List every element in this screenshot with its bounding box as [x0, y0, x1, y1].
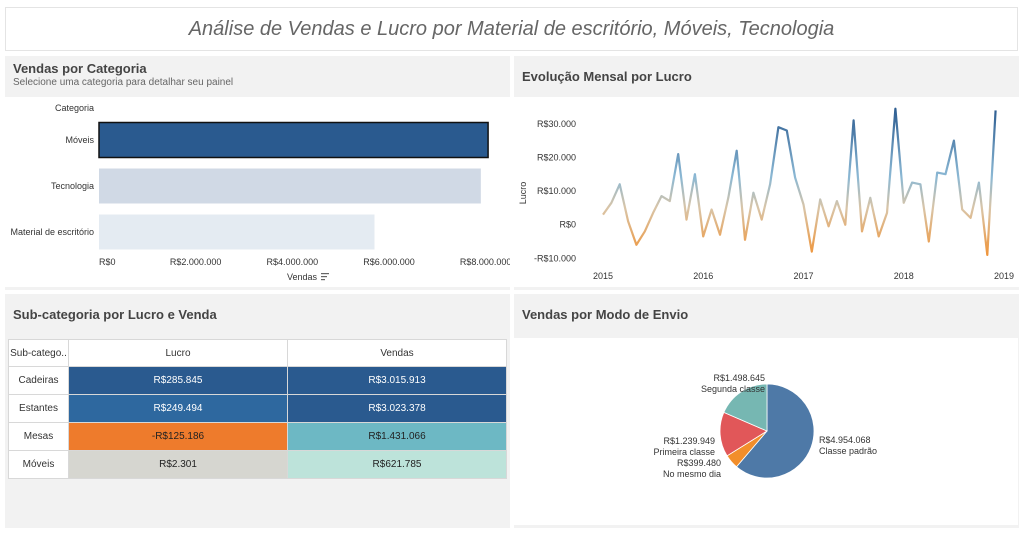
table-row[interactable]: Mesas -R$125.186 R$1.431.066	[8, 422, 507, 451]
y-tick-label: R$30.000	[537, 119, 576, 129]
category-panel-subtitle: Selecione uma categoria para detalhar se…	[13, 77, 234, 88]
dashboard-header: Análise de Vendas e Lucro por Material d…	[5, 7, 1018, 51]
table-row[interactable]: Cadeiras R$285.845 R$3.015.913	[8, 366, 507, 395]
vendas-cell[interactable]: R$3.015.913	[287, 366, 507, 395]
vendas-cell[interactable]: R$621.785	[287, 450, 507, 479]
x-tick-label: 2019	[994, 271, 1014, 281]
y-tick-label: -R$10.000	[534, 253, 576, 263]
category-bar-chart[interactable]: Categoria Móveis Tecnologia Material de es…	[5, 97, 510, 287]
pie-category-label: Classe padrão	[819, 446, 877, 456]
subcategory-name-cell[interactable]: Mesas	[8, 422, 69, 451]
x-tick-label: 2016	[693, 271, 713, 281]
category-column-header: Categoria	[55, 103, 94, 113]
header-vendas[interactable]: Vendas	[287, 339, 507, 367]
table-row[interactable]: Estantes R$249.494 R$3.023.378	[8, 394, 507, 423]
sort-descending-icon[interactable]	[321, 273, 329, 281]
profit-series-line[interactable]	[602, 107, 997, 256]
pie-value-label: R$4.954.068	[819, 435, 871, 445]
pie-category-label: Primeira classe	[653, 447, 715, 457]
subcategory-highlight-table: Sub-catego.. Lucro Vendas Cadeiras R$285.…	[8, 339, 507, 479]
y-tick-label: R$10.000	[537, 186, 576, 196]
header-subcategory[interactable]: Sub-catego..	[8, 339, 69, 367]
subcategory-name-cell[interactable]: Móveis	[8, 450, 69, 479]
category-bar[interactable]	[98, 121, 489, 159]
vendas-cell[interactable]: R$1.431.066	[287, 422, 507, 451]
vendas-cell[interactable]: R$3.023.378	[287, 394, 507, 423]
header-lucro[interactable]: Lucro	[68, 339, 288, 367]
category-panel-title: Vendas por Categoria	[13, 61, 147, 76]
lucro-cell[interactable]: R$285.845	[68, 366, 288, 395]
category-label[interactable]: Tecnologia	[51, 181, 94, 191]
lucro-cell[interactable]: R$2.301	[68, 450, 288, 479]
x-tick-label: R$6.000.000	[363, 257, 415, 267]
x-tick-label: 2018	[894, 271, 914, 281]
trend-chart-bg	[514, 97, 1019, 287]
category-x-axis-label: Vendas	[287, 272, 318, 282]
profit-line-chart[interactable]: Lucro -R$10.000 R$0 R$10.000 R$20.000 R$30.0…	[514, 97, 1019, 287]
pie-category-label: Segunda classe	[701, 384, 765, 394]
x-tick-label: R$0	[99, 257, 116, 267]
pie-value-label: R$399.480	[677, 458, 721, 468]
trend-y-axis-label: Lucro	[518, 182, 528, 205]
category-bar[interactable]	[99, 168, 481, 204]
shipping-panel-title: Vendas por Modo de Envio	[522, 307, 689, 322]
subcategory-panel-title: Sub-categoria por Lucro e Venda	[13, 307, 217, 322]
x-tick-label: 2015	[593, 271, 613, 281]
lucro-cell[interactable]: R$249.494	[68, 394, 288, 423]
y-tick-label: R$20.000	[537, 152, 576, 162]
pie-category-label: No mesmo dia	[663, 469, 721, 479]
subcategory-name-cell[interactable]: Cadeiras	[8, 366, 69, 395]
trend-panel-title: Evolução Mensal por Lucro	[522, 69, 692, 84]
x-tick-label: 2017	[793, 271, 813, 281]
dashboard-title: Análise de Vendas e Lucro por Material d…	[188, 17, 835, 40]
table-row[interactable]: Móveis R$2.301 R$621.785	[8, 450, 507, 479]
category-bar[interactable]	[99, 214, 375, 250]
subcategory-name-cell[interactable]: Estantes	[8, 394, 69, 423]
pie-slice[interactable]	[735, 383, 815, 479]
x-tick-label: R$4.000.000	[267, 257, 319, 267]
category-label[interactable]: Móveis	[65, 135, 94, 145]
pie-value-label: R$1.498.645	[713, 373, 765, 383]
lucro-cell[interactable]: -R$125.186	[68, 422, 288, 451]
pie-slice[interactable]	[723, 383, 768, 432]
x-tick-label: R$8.000.000	[460, 257, 510, 267]
category-label[interactable]: Material de escritório	[10, 227, 94, 237]
y-tick-label: R$0	[559, 220, 576, 230]
pie-value-label: R$1.239.949	[663, 436, 715, 446]
x-tick-label: R$2.000.000	[170, 257, 222, 267]
